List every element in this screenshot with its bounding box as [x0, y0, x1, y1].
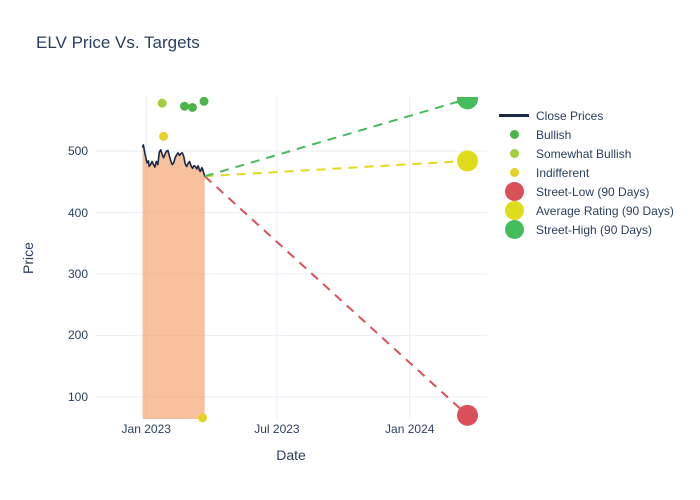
x-tick-label: Jul 2023	[254, 422, 300, 436]
legend-label: Bullish	[536, 127, 572, 142]
somewhat-bullish-dot-icon	[499, 149, 529, 158]
chart-title: ELV Price Vs. Targets	[36, 33, 200, 52]
legend-item-close-prices[interactable]: Close Prices	[499, 106, 674, 125]
y-axis-title: Price	[20, 242, 36, 274]
legend-item-street-high[interactable]: Street-High (90 Days)	[499, 220, 674, 239]
y-tick-label: 400	[67, 205, 88, 220]
legend-label: Street-High (90 Days)	[536, 222, 653, 237]
x-axis-title: Date	[276, 447, 306, 463]
average-rating-dot-icon	[499, 201, 529, 220]
x-tick-label: Jan 2023	[121, 422, 171, 436]
legend-item-indifferent[interactable]: Indifferent	[499, 163, 674, 182]
legend-item-street-low[interactable]: Street-Low (90 Days)	[499, 182, 674, 201]
y-tick-label: 500	[67, 144, 88, 159]
street-low-dot-icon	[499, 182, 529, 201]
legend-item-bullish[interactable]: Bullish	[499, 125, 674, 144]
x-tick-label: Jan 2024	[385, 422, 435, 436]
y-tick-label: 300	[67, 266, 88, 281]
close-prices-line-swatch	[499, 114, 529, 117]
legend-label: Somewhat Bullish	[536, 146, 632, 161]
legend-label: Average Rating (90 Days)	[536, 203, 674, 218]
legend-label: Close Prices	[536, 108, 604, 123]
legend-label: Street-Low (90 Days)	[536, 184, 650, 199]
y-tick-label: 100	[67, 389, 88, 404]
street-high-dot-icon	[499, 220, 529, 239]
bullish-dot-icon	[499, 130, 529, 139]
y-tick-label: 200	[67, 328, 88, 343]
legend: Close Prices Bullish Somewhat Bullish In…	[499, 106, 674, 239]
legend-item-average-rating[interactable]: Average Rating (90 Days)	[499, 201, 674, 220]
legend-item-somewhat-bullish[interactable]: Somewhat Bullish	[499, 144, 674, 163]
legend-label: Indifferent	[536, 165, 590, 180]
indifferent-dot-icon	[499, 168, 529, 177]
